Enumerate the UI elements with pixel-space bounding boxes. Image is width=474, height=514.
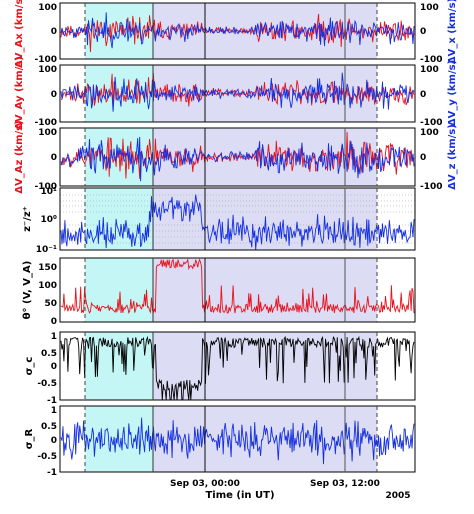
right-tick-label: 100 (420, 65, 439, 75)
left-tick-label: 0 (51, 362, 57, 372)
left-tick-label: -0.5 (37, 379, 57, 389)
lavender-interval-band (153, 258, 377, 322)
series-line (60, 72, 415, 112)
left-tick-label: 1 (51, 332, 57, 342)
left-tick-label: -1 (47, 396, 57, 406)
right-axis-label: ΔV_x (km/s) (447, 0, 458, 64)
left-tick-label: 0 (51, 153, 57, 163)
right-axis-label: ΔV_z (km/s) (447, 124, 458, 190)
left-tick-label: -0.5 (37, 452, 57, 462)
panel-sigma-c: 1 0.5 0 -0.5 -1 σ_c (24, 331, 416, 406)
right-tick-label: -100 (420, 118, 443, 128)
left-tick-label: 10¹ (41, 187, 58, 197)
left-tick-label: 100 (38, 65, 57, 75)
panel-z-ratio: 10¹ 10⁰ 10⁻¹ z⁻/z⁺ (22, 187, 416, 255)
series-line (60, 136, 415, 182)
left-axis-label: z⁻/z⁺ (22, 206, 33, 232)
left-tick-label: -100 (34, 55, 57, 65)
right-tick-label: 0 (420, 153, 426, 163)
x-tick-label: Sep 03, 00:00 (170, 479, 240, 489)
panel-theta: 150 100 50 0 θ° (V, V_A) (22, 257, 416, 327)
right-tick-label: -100 (420, 55, 443, 65)
right-tick-label: -100 (420, 182, 443, 192)
left-axis-label: ΔV_Az (km/s) (14, 120, 25, 193)
left-tick-label: 0 (51, 27, 57, 37)
left-axis-label: ΔV_Ax (km/s) (14, 0, 25, 68)
left-tick-label: 10⁰ (41, 215, 58, 225)
left-tick-label: 0.5 (41, 349, 57, 359)
left-tick-label: 0 (51, 436, 57, 446)
left-tick-label: -1 (47, 468, 57, 478)
x-tick-label: Sep 03, 12:00 (310, 479, 380, 489)
left-axis-label: σ_c (24, 357, 35, 376)
lavender-interval-band (153, 406, 377, 472)
time-markers (84, 3, 378, 472)
left-tick-label: 100 (38, 128, 57, 138)
left-tick-label: 0 (51, 317, 57, 327)
series-line (60, 417, 415, 465)
panel-delta-vy: 100 0 -100 100 0 -100 ΔV_Ay (km/s) ΔV_y … (14, 56, 458, 130)
year-label: 2005 (385, 491, 410, 501)
cyan-interval-band (85, 188, 153, 250)
x-axis: Sep 03, 00:00 Sep 03, 12:00 Time (in UT)… (170, 479, 410, 501)
cyan-interval-band (85, 258, 153, 322)
left-tick-label: 1 (51, 406, 57, 416)
right-axis-label: ΔV_y (km/s) (447, 60, 458, 126)
left-axis-label: θ° (V, V_A) (22, 261, 33, 320)
panel-delta-vz: 100 0 -100 100 0 -100 ΔV_Az (km/s) ΔV_z … (14, 120, 458, 193)
series-line (60, 194, 415, 251)
left-tick-label: 0 (51, 90, 57, 100)
right-tick-label: 0 (420, 27, 426, 37)
left-tick-label: 100 (38, 281, 57, 291)
right-tick-label: 0 (420, 90, 426, 100)
right-tick-label: 100 (420, 128, 439, 138)
left-tick-label: 0.5 (41, 422, 57, 432)
panel-delta-vx: 100 0 -100 100 0 -100 ΔV_Ax (km/s) ΔV_x … (14, 0, 458, 68)
cyan-interval-band (85, 332, 153, 400)
left-tick-label: -100 (34, 118, 57, 128)
series-line (60, 335, 415, 401)
left-tick-label: -100 (34, 182, 57, 192)
left-tick-label: 150 (38, 263, 57, 273)
series-line (60, 258, 415, 314)
left-tick-label: 50 (44, 299, 57, 309)
left-axis-label: ΔV_Ay (km/s) (14, 56, 25, 130)
left-tick-label: 10⁻¹ (36, 245, 57, 255)
panel-sigma-r: 1 0.5 0 -0.5 -1 σ_R (24, 405, 416, 478)
right-tick-label: 100 (420, 3, 439, 13)
series-line (60, 12, 415, 49)
x-axis-title: Time (in UT) (205, 490, 274, 501)
left-axis-label: σ_R (24, 428, 35, 449)
left-tick-label: 100 (38, 3, 57, 13)
